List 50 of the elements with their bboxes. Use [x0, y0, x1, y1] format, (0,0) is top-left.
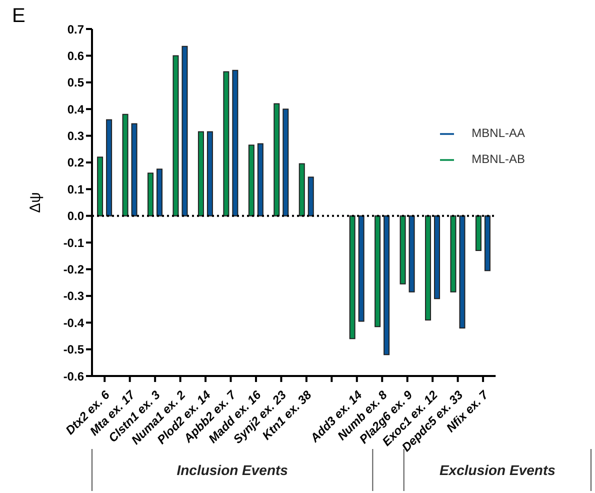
- bar: [223, 71, 230, 216]
- y-tick-label: 0.4: [67, 102, 84, 116]
- bar: [298, 163, 305, 216]
- bar: [282, 108, 289, 216]
- bar: [450, 215, 456, 292]
- bar: [156, 168, 163, 216]
- bar: [172, 55, 179, 216]
- bar: [459, 215, 466, 328]
- y-tick-label: 0.0: [67, 209, 84, 224]
- y-tick-label: 0.5: [67, 76, 84, 90]
- bar: [148, 172, 154, 216]
- bar: [308, 176, 314, 216]
- bar: [374, 215, 381, 328]
- bar: [206, 131, 213, 216]
- bar: [358, 215, 364, 322]
- bar: [425, 215, 432, 320]
- bar: [232, 70, 238, 216]
- bar: [384, 215, 390, 356]
- bar: [349, 215, 356, 340]
- bar: [122, 114, 128, 216]
- bar: [475, 215, 482, 252]
- bar: [484, 215, 490, 272]
- bar: [131, 123, 138, 216]
- y-tick-label: -0.3: [63, 289, 84, 304]
- legend-label: MBNL-AB: [472, 152, 525, 166]
- bar: [400, 215, 406, 284]
- bar: [97, 156, 104, 216]
- bar: [408, 215, 415, 292]
- text: Inclusion Events: [176, 462, 288, 478]
- bar: [257, 143, 264, 216]
- y-tick-label: 0.7: [67, 22, 84, 36]
- chart-title: E: [12, 5, 26, 27]
- y-tick-label: 0.1: [67, 182, 84, 196]
- legend-label: MBNL-AA: [472, 126, 525, 140]
- y-axis-title: Δψ: [27, 192, 44, 213]
- y-tick-label: 0.2: [67, 156, 84, 170]
- y-tick-label: -0.5: [63, 342, 84, 357]
- y-tick-label: -0.6: [63, 369, 84, 384]
- bar: [248, 144, 254, 216]
- bar: [434, 215, 440, 300]
- bar: [274, 103, 280, 216]
- bar: [198, 131, 204, 216]
- y-tick-label: 0.6: [67, 48, 84, 63]
- y-tick-label: -0.2: [63, 262, 84, 276]
- bar: [182, 46, 188, 216]
- y-tick-label: -0.4: [63, 316, 84, 330]
- bar: [106, 119, 112, 216]
- text: Exclusion Events: [439, 462, 556, 478]
- y-tick-label: 0.3: [67, 129, 84, 144]
- y-tick-label: -0.1: [63, 236, 84, 250]
